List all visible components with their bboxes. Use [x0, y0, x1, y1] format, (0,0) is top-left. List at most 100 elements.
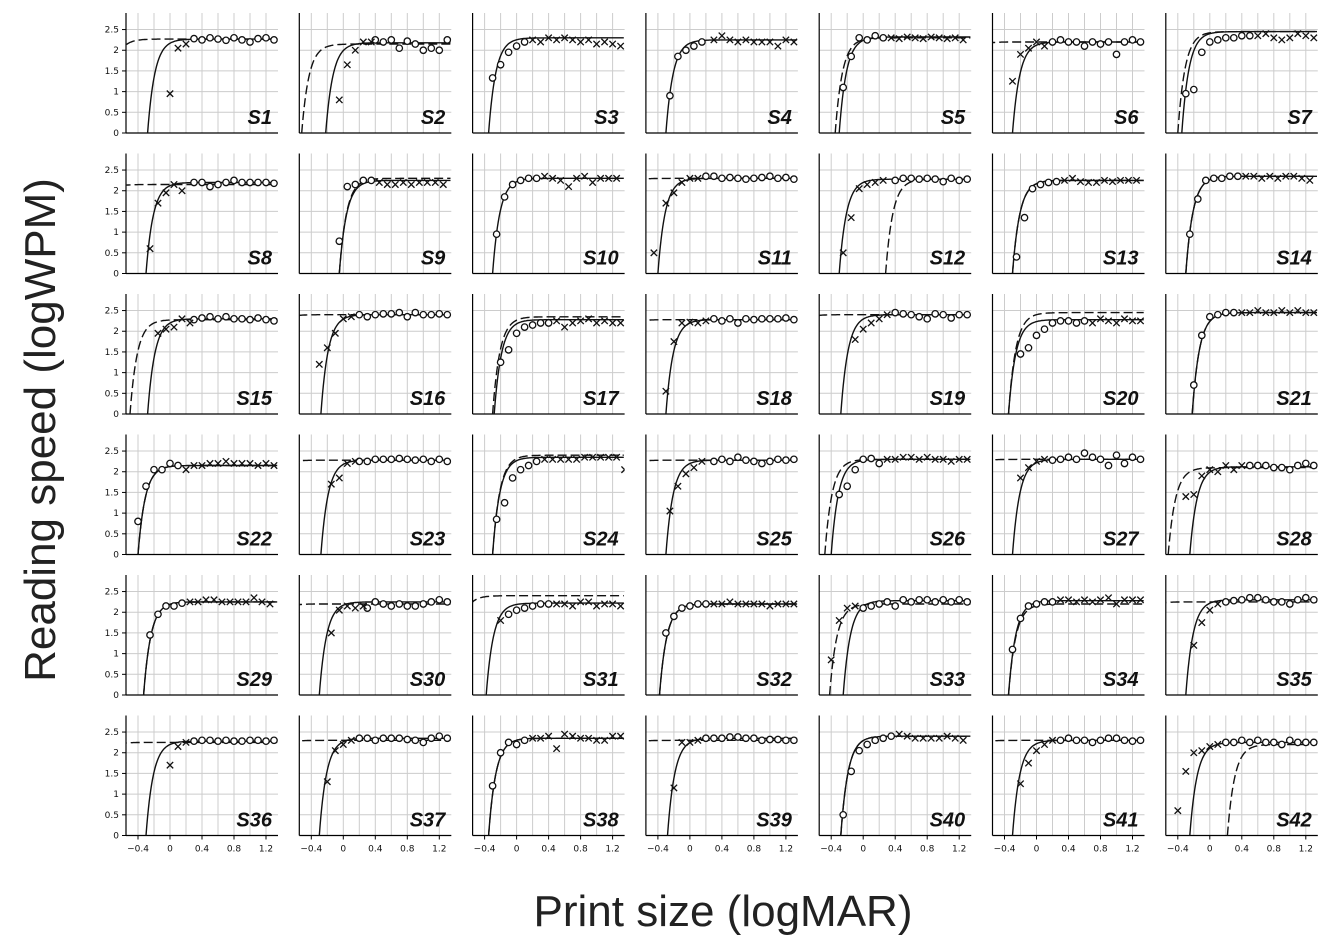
- cross-stroke: [851, 602, 859, 610]
- cross-stroke: [867, 319, 875, 327]
- cross-stroke: [600, 736, 609, 744]
- cross-stroke: [431, 178, 439, 187]
- circle-point: [214, 314, 222, 323]
- cross-point: [686, 174, 694, 182]
- circle-point: [750, 315, 758, 324]
- cross-point: [258, 598, 266, 606]
- circle-point: [1044, 178, 1053, 187]
- cross-stroke: [1222, 461, 1230, 470]
- cross-stroke: [1128, 317, 1137, 325]
- panel-plot-area: [299, 732, 452, 836]
- cross-point: [734, 600, 742, 608]
- circle-point: [915, 312, 924, 321]
- cross-point: [359, 38, 367, 46]
- cross-stroke: [315, 360, 323, 369]
- fit-curve-dashed: [301, 43, 451, 133]
- cross-stroke: [879, 176, 887, 185]
- cross-stroke: [702, 317, 710, 325]
- circle-point: [355, 734, 364, 743]
- circle-point: [855, 33, 864, 42]
- panel-plot-area: [658, 598, 798, 695]
- circle-point: [379, 734, 388, 743]
- circle-point: [1112, 734, 1121, 743]
- panel-label: S5: [941, 107, 966, 129]
- circle-point: [726, 314, 734, 323]
- panel-label: S22: [236, 529, 272, 551]
- cross-stroke: [335, 474, 343, 482]
- panel-label: S29: [236, 669, 272, 691]
- circle-point: [536, 600, 545, 608]
- cross-point: [262, 459, 270, 468]
- cross-stroke: [931, 455, 939, 463]
- cross-point: [391, 180, 399, 189]
- cross-point: [1032, 457, 1041, 466]
- cross-point: [439, 180, 447, 189]
- cross-point: [1024, 44, 1033, 52]
- circle-point: [766, 314, 774, 323]
- circle-point: [758, 173, 766, 182]
- panel-plot-area: [1174, 736, 1318, 836]
- cross-point: [915, 455, 923, 463]
- circle-point: [682, 46, 690, 55]
- cross-point: [182, 40, 190, 48]
- cross-point: [335, 606, 343, 614]
- cross-stroke: [1310, 34, 1318, 42]
- cross-stroke: [407, 180, 415, 189]
- cross-point: [592, 602, 601, 610]
- circle-point: [371, 455, 380, 464]
- circle-point: [395, 734, 404, 743]
- circle-point: [1120, 736, 1129, 745]
- cross-point: [1104, 317, 1113, 325]
- x-tick-label: 0: [340, 845, 346, 855]
- fit-curve-dashed: [840, 735, 971, 836]
- cross-stroke: [604, 453, 613, 461]
- cross-point: [1136, 596, 1145, 604]
- cross-stroke: [162, 189, 170, 197]
- cross-stroke: [1306, 176, 1314, 185]
- circle-point: [246, 315, 254, 324]
- cross-point: [883, 455, 891, 463]
- cross-stroke: [670, 189, 678, 197]
- cross-point: [166, 761, 174, 769]
- circle-point: [443, 598, 452, 606]
- x-tick-label: 0: [860, 845, 866, 855]
- circle-point: [1064, 734, 1073, 743]
- cross-point: [951, 34, 959, 42]
- circle-point: [1024, 602, 1033, 610]
- cross-stroke: [536, 734, 545, 742]
- cross-stroke: [686, 738, 694, 747]
- cross-point: [608, 40, 617, 48]
- cross-point: [1096, 315, 1105, 323]
- y-tick-label: 0: [113, 270, 119, 280]
- cross-stroke: [222, 457, 230, 466]
- cross-stroke: [1190, 641, 1198, 650]
- cross-stroke: [552, 744, 561, 753]
- cross-stroke: [592, 602, 601, 610]
- cross-stroke: [327, 629, 335, 637]
- cross-point: [1100, 176, 1109, 185]
- cross-stroke: [678, 738, 686, 747]
- panel-plot-area: [129, 312, 278, 414]
- cross-point: [851, 602, 859, 610]
- panel-plot-area: [1167, 459, 1318, 555]
- cross-stroke: [620, 468, 625, 474]
- cross-point: [1084, 178, 1093, 187]
- y-tick-label: 1: [113, 650, 119, 660]
- circle-point: [496, 358, 505, 367]
- circle-point: [371, 598, 380, 606]
- circle-point: [851, 465, 860, 474]
- cross-stroke: [1270, 308, 1278, 317]
- cross-point: [335, 474, 343, 482]
- cross-stroke: [1286, 34, 1294, 42]
- cross-point: [568, 319, 577, 327]
- circle-point: [427, 310, 436, 319]
- cross-stroke: [1068, 174, 1077, 182]
- panel-s18: S18: [645, 294, 798, 415]
- cross-point: [670, 337, 678, 346]
- y-tick-label: 1.5: [105, 67, 119, 77]
- cross-point: [1024, 759, 1033, 767]
- circle-point: [891, 176, 900, 185]
- circle-point: [1205, 312, 1214, 321]
- cross-point: [1092, 178, 1101, 187]
- cross-stroke: [423, 178, 431, 187]
